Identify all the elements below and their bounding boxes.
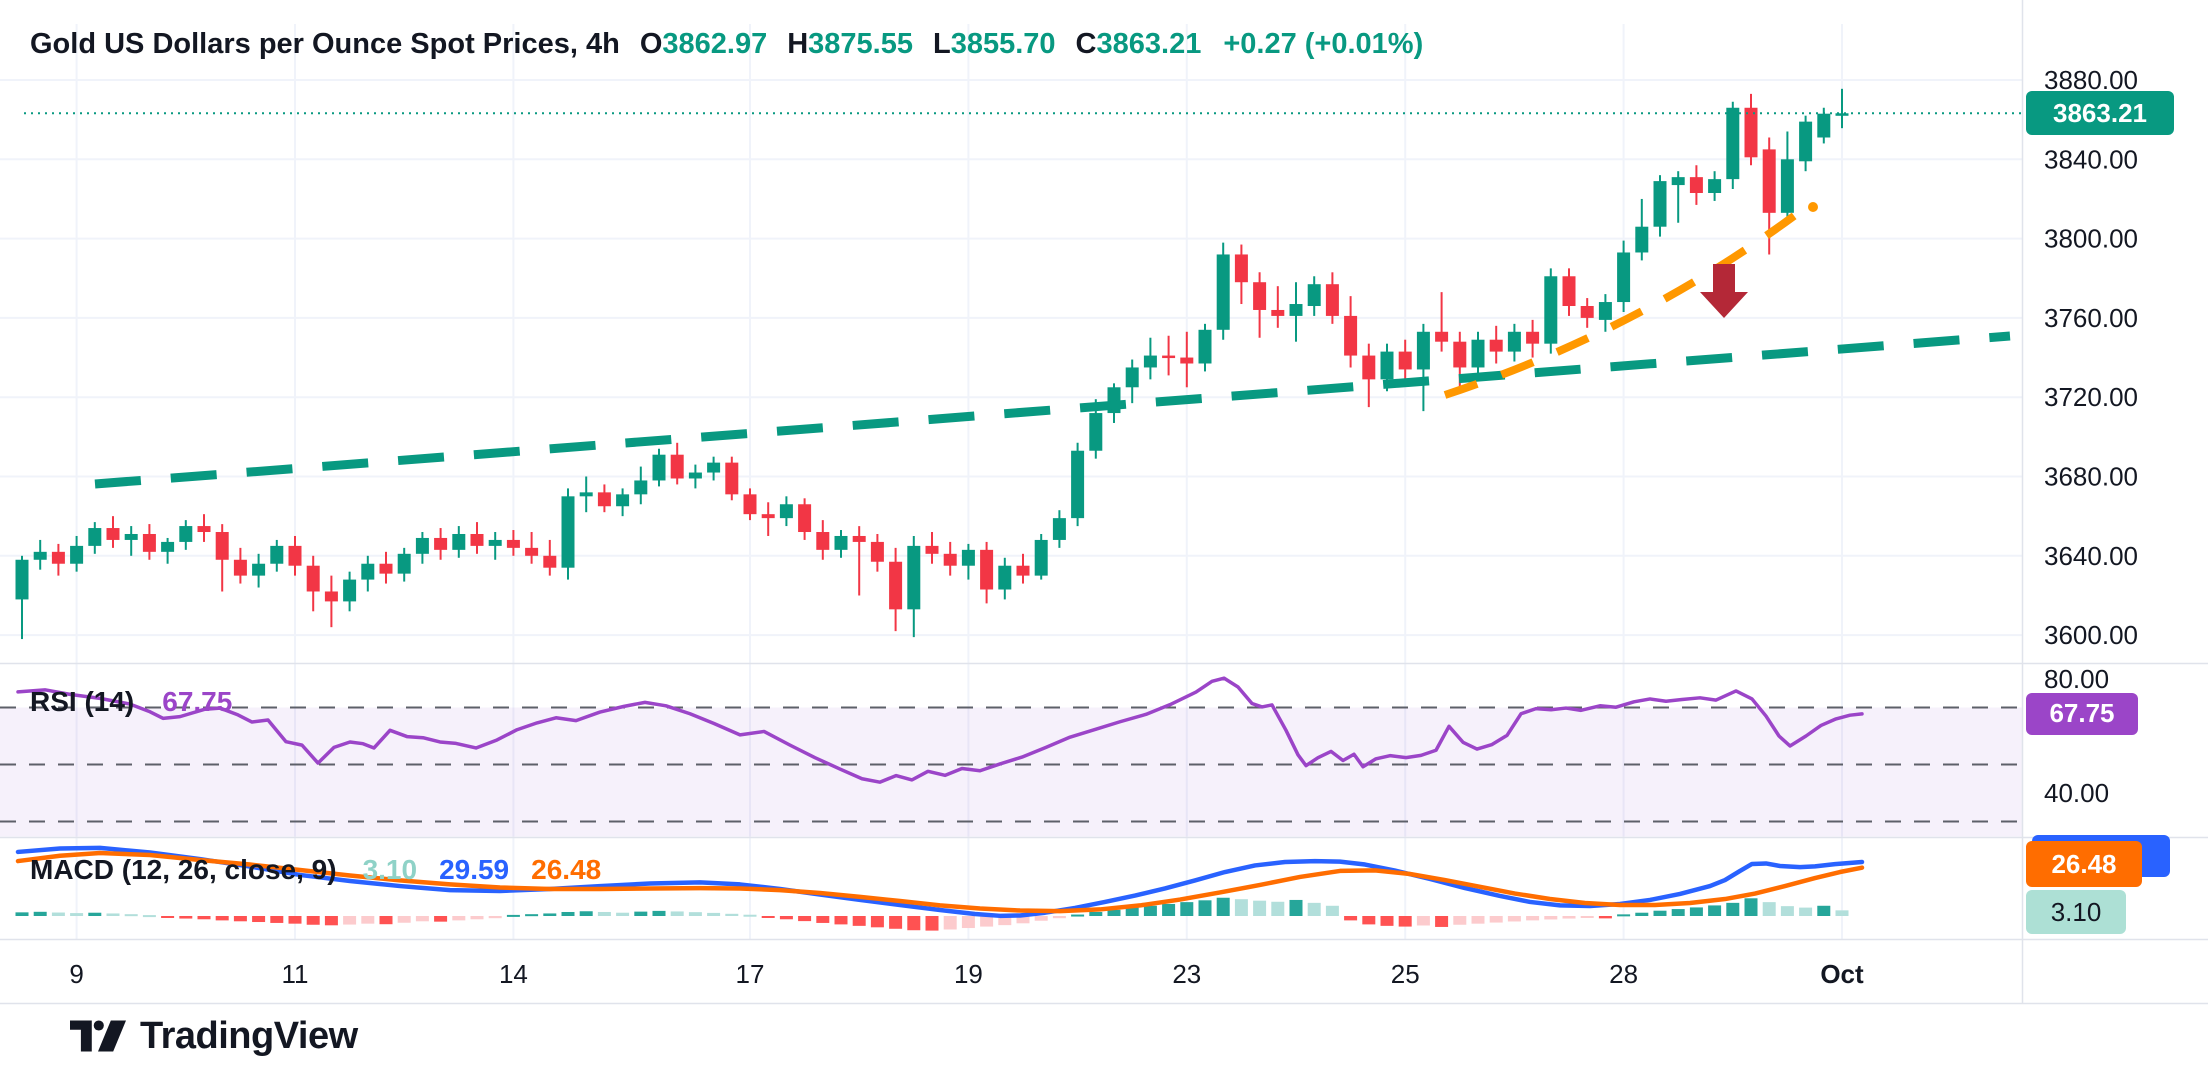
macd-signal-badge: 26.48 xyxy=(2026,841,2142,887)
svg-text:14: 14 xyxy=(499,959,528,989)
svg-text:28: 28 xyxy=(1609,959,1638,989)
svg-text:Oct: Oct xyxy=(1820,959,1864,989)
svg-text:3760.00: 3760.00 xyxy=(2044,303,2138,333)
svg-text:11: 11 xyxy=(282,959,309,989)
tradingview-wordmark: TradingView xyxy=(140,1014,358,1057)
symbol-legend[interactable]: Gold US Dollars per Ounce Spot Prices, 4… xyxy=(30,28,1423,61)
high-label: H xyxy=(787,28,809,60)
macd-legend[interactable]: MACD (12, 26, close, 9) 3.10 29.59 26.48 xyxy=(30,854,601,886)
macd-hist-value: 3.10 xyxy=(362,854,418,885)
svg-text:3640.00: 3640.00 xyxy=(2044,541,2138,571)
tradingview-logo[interactable]: TradingView xyxy=(70,1014,358,1058)
svg-text:3720.00: 3720.00 xyxy=(2044,382,2138,412)
svg-text:3800.00: 3800.00 xyxy=(2044,224,2138,254)
svg-text:3880.00: 3880.00 xyxy=(2044,65,2138,95)
svg-text:17: 17 xyxy=(736,959,765,989)
rsi-legend[interactable]: RSI (14) 67.75 xyxy=(30,686,232,718)
price-change: +0.27 (+0.01%) xyxy=(1223,28,1424,60)
symbol-title[interactable]: Gold US Dollars per Ounce Spot Prices, 4… xyxy=(30,28,620,60)
low-label: L xyxy=(933,28,951,60)
macd-label[interactable]: MACD (12, 26, close, 9) xyxy=(30,854,337,885)
high-value: 3875.55 xyxy=(808,28,913,60)
close-value: 3863.21 xyxy=(1096,28,1202,60)
svg-text:80.00: 80.00 xyxy=(2044,664,2109,694)
last-price-badge: 3863.21 xyxy=(2026,91,2174,136)
close-label: C xyxy=(1075,28,1097,60)
open-value: 3862.97 xyxy=(662,28,768,60)
rsi-value: 67.75 xyxy=(162,686,233,717)
rsi-label[interactable]: RSI (14) xyxy=(30,686,135,717)
rsi-badge: 67.75 xyxy=(2026,692,2138,735)
macd-signal-value: 26.48 xyxy=(531,854,602,885)
svg-text:40.00: 40.00 xyxy=(2044,778,2109,808)
macd-hist-badge: 3.10 xyxy=(2026,890,2126,934)
svg-text:3840.00: 3840.00 xyxy=(2044,144,2138,174)
svg-text:3680.00: 3680.00 xyxy=(2044,462,2138,492)
svg-text:19: 19 xyxy=(954,959,983,989)
low-value: 3855.70 xyxy=(950,28,1056,60)
svg-text:9: 9 xyxy=(69,959,83,989)
open-label: O xyxy=(639,28,663,60)
tradingview-mark-icon xyxy=(70,1020,126,1052)
svg-text:3600.00: 3600.00 xyxy=(2044,620,2138,650)
macd-line-value: 29.59 xyxy=(439,854,510,885)
svg-text:25: 25 xyxy=(1391,959,1420,989)
svg-text:23: 23 xyxy=(1172,959,1201,989)
